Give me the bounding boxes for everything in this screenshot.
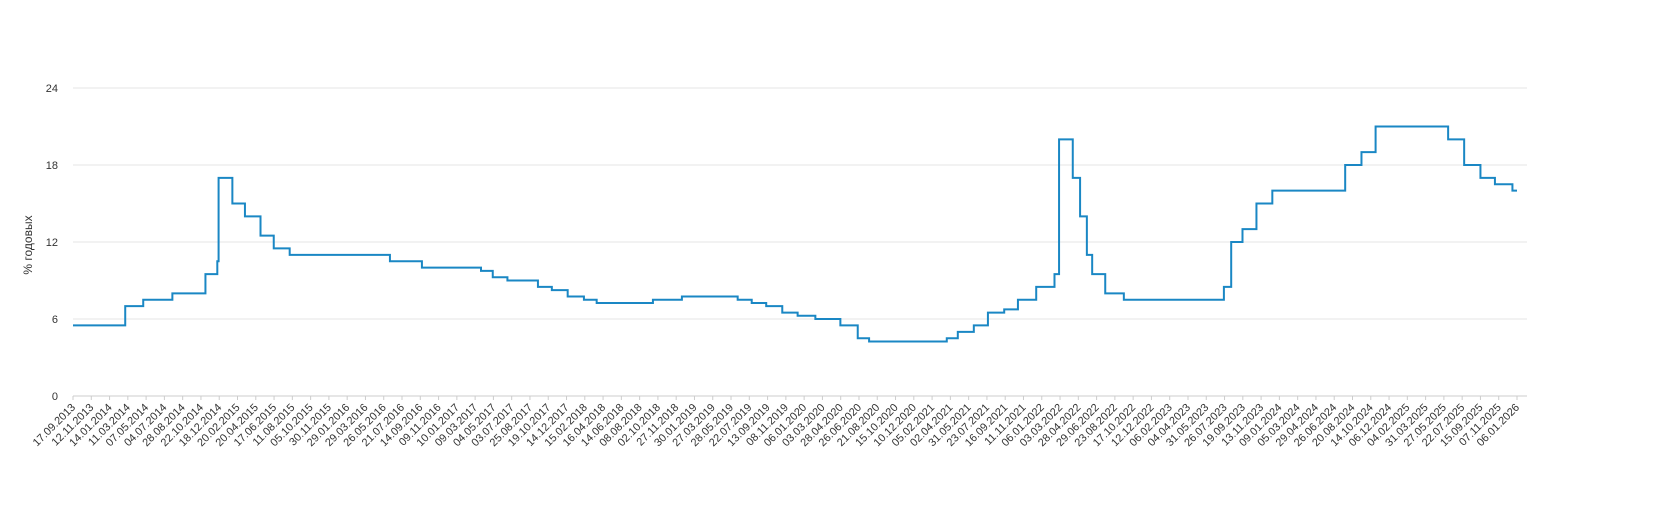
y-axis-label: % годовых <box>21 215 35 274</box>
line <box>73 125 1517 343</box>
y-tick-label: 6 <box>52 314 58 326</box>
y-tick-label: 12 <box>46 237 58 249</box>
y-tick-label: 18 <box>46 160 58 172</box>
y-tick-label: 0 <box>52 391 58 403</box>
y-tick-label: 24 <box>46 83 58 95</box>
